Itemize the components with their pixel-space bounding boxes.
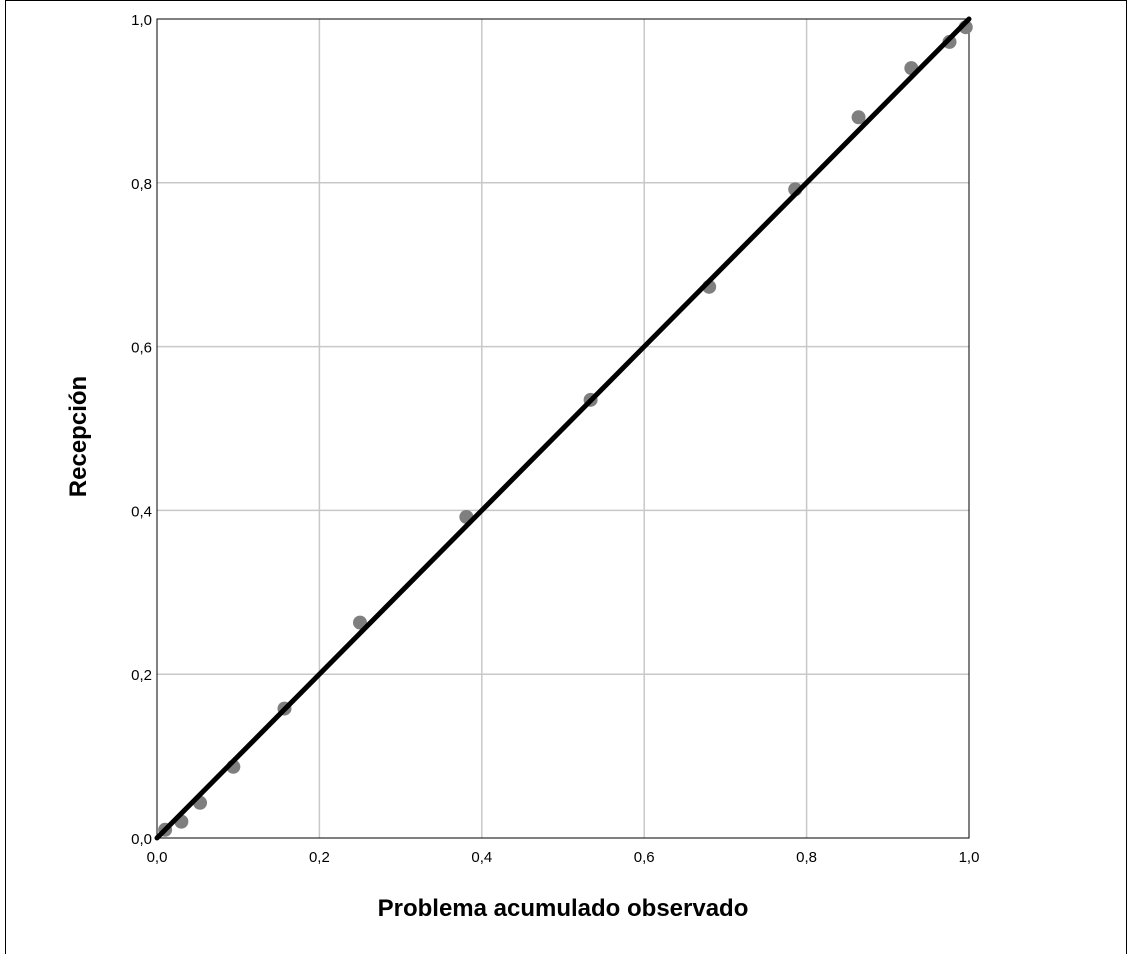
x-tick-label: 0,4: [471, 849, 492, 866]
x-tick-label: 0,0: [147, 849, 168, 866]
x-tick-label: 0,8: [796, 849, 817, 866]
x-tick-label: 0,6: [634, 849, 655, 866]
x-tick-label: 1,0: [959, 849, 980, 866]
y-tick-label: 0,0: [131, 831, 152, 848]
y-tick-label: 0,6: [131, 340, 152, 357]
chart-frame: 0,0 0,2 0,4 0,6 0,8 1,0 0,0 0,2 0,4 0,6 0,8 1,0 Pro…: [5, 0, 1127, 954]
data-point: [851, 110, 866, 125]
y-tick-label: 0,2: [131, 667, 152, 684]
chart-svg: 0,0 0,2 0,4 0,6 0,8 1,0 0,0 0,2 0,4 0,6 0,8 1,0 Pro…: [65, 12, 979, 922]
x-tick-label: 0,2: [309, 849, 330, 866]
y-tick-label: 1,0: [131, 12, 152, 29]
tick-labels: 0,0 0,2 0,4 0,6 0,8 1,0 0,0 0,2 0,4 0,6 0,8 1,0: [131, 12, 979, 866]
x-axis-title: Problema acumulado observado: [378, 895, 749, 922]
y-tick-label: 0,4: [131, 503, 152, 520]
gridlines: [157, 19, 969, 838]
y-tick-label: 0,8: [131, 176, 152, 193]
plot-area-border: [156, 18, 970, 839]
y-axis-title: Recepción: [65, 376, 92, 497]
data-point: [353, 615, 367, 630]
reference-line: [154, 16, 972, 841]
